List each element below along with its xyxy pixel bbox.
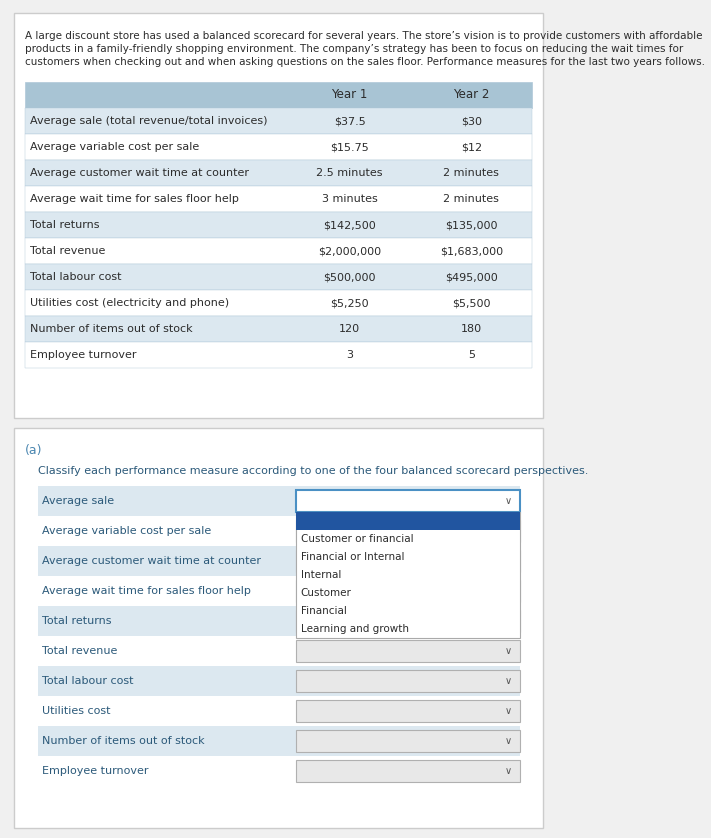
Text: A large discount store has used a balanced scorecard for several years. The stor: A large discount store has used a balanc… bbox=[25, 31, 702, 41]
Text: 3: 3 bbox=[346, 350, 353, 360]
Text: Utilities cost (electricity and phone): Utilities cost (electricity and phone) bbox=[30, 298, 229, 308]
Text: ∨: ∨ bbox=[505, 706, 512, 716]
FancyBboxPatch shape bbox=[38, 696, 520, 726]
Text: Customer or financial: Customer or financial bbox=[301, 534, 413, 544]
Text: ∨: ∨ bbox=[505, 736, 512, 746]
FancyBboxPatch shape bbox=[25, 134, 532, 160]
Text: Total labour cost: Total labour cost bbox=[30, 272, 122, 282]
FancyBboxPatch shape bbox=[296, 490, 520, 512]
Text: Utilities cost: Utilities cost bbox=[43, 706, 111, 716]
FancyBboxPatch shape bbox=[38, 576, 520, 606]
FancyBboxPatch shape bbox=[25, 160, 532, 186]
FancyBboxPatch shape bbox=[296, 550, 520, 572]
Text: Employee turnover: Employee turnover bbox=[43, 766, 149, 776]
FancyBboxPatch shape bbox=[38, 486, 520, 516]
Text: 3 minutes: 3 minutes bbox=[321, 194, 378, 204]
Text: Financial: Financial bbox=[301, 606, 347, 616]
Text: ∨: ∨ bbox=[505, 556, 512, 566]
Text: Average customer wait time at counter: Average customer wait time at counter bbox=[30, 168, 249, 178]
FancyBboxPatch shape bbox=[296, 610, 520, 632]
Text: $37.5: $37.5 bbox=[333, 116, 365, 126]
Text: products in a family-friendly shopping environment. The company’s strategy has b: products in a family-friendly shopping e… bbox=[25, 44, 683, 54]
Text: 2.5 minutes: 2.5 minutes bbox=[316, 168, 383, 178]
FancyBboxPatch shape bbox=[38, 516, 520, 546]
FancyBboxPatch shape bbox=[25, 290, 532, 316]
Text: $135,000: $135,000 bbox=[445, 220, 498, 230]
Text: Financial or Internal: Financial or Internal bbox=[301, 552, 405, 562]
Text: $12: $12 bbox=[461, 142, 482, 152]
Text: ∨: ∨ bbox=[505, 646, 512, 656]
FancyBboxPatch shape bbox=[25, 342, 532, 368]
FancyBboxPatch shape bbox=[25, 238, 532, 264]
Text: Total revenue: Total revenue bbox=[30, 246, 105, 256]
Text: Total returns: Total returns bbox=[43, 616, 112, 626]
Text: Year 2: Year 2 bbox=[453, 89, 489, 101]
Text: Average variable cost per sale: Average variable cost per sale bbox=[43, 526, 212, 536]
FancyBboxPatch shape bbox=[25, 108, 532, 134]
Text: $500,000: $500,000 bbox=[324, 272, 376, 282]
Text: Number of items out of stock: Number of items out of stock bbox=[30, 324, 193, 334]
Text: 2 minutes: 2 minutes bbox=[444, 194, 499, 204]
FancyBboxPatch shape bbox=[296, 670, 520, 692]
Text: $142,500: $142,500 bbox=[324, 220, 376, 230]
Text: ∨: ∨ bbox=[505, 616, 512, 626]
FancyBboxPatch shape bbox=[38, 666, 520, 696]
FancyBboxPatch shape bbox=[296, 730, 520, 752]
Text: ∨: ∨ bbox=[505, 676, 512, 686]
Text: Customer: Customer bbox=[301, 588, 352, 598]
FancyBboxPatch shape bbox=[296, 520, 520, 542]
Text: Average sale (total revenue/total invoices): Average sale (total revenue/total invoic… bbox=[30, 116, 267, 126]
Text: 120: 120 bbox=[339, 324, 360, 334]
FancyBboxPatch shape bbox=[38, 756, 520, 786]
FancyBboxPatch shape bbox=[296, 700, 520, 722]
Text: $495,000: $495,000 bbox=[445, 272, 498, 282]
Text: Average variable cost per sale: Average variable cost per sale bbox=[30, 142, 199, 152]
Text: ∨: ∨ bbox=[505, 586, 512, 596]
Text: Employee turnover: Employee turnover bbox=[30, 350, 137, 360]
FancyBboxPatch shape bbox=[25, 82, 532, 108]
Text: Average wait time for sales floor help: Average wait time for sales floor help bbox=[30, 194, 239, 204]
FancyBboxPatch shape bbox=[38, 726, 520, 756]
Text: customers when checking out and when asking questions on the sales floor. Perfor: customers when checking out and when ask… bbox=[25, 57, 705, 67]
Text: ∨: ∨ bbox=[505, 766, 512, 776]
Text: $15.75: $15.75 bbox=[330, 142, 369, 152]
FancyBboxPatch shape bbox=[38, 546, 520, 576]
Text: $1,683,000: $1,683,000 bbox=[439, 246, 503, 256]
FancyBboxPatch shape bbox=[38, 636, 520, 666]
Text: $5,250: $5,250 bbox=[331, 298, 369, 308]
Text: Average customer wait time at counter: Average customer wait time at counter bbox=[43, 556, 262, 566]
Text: 2 minutes: 2 minutes bbox=[444, 168, 499, 178]
FancyBboxPatch shape bbox=[296, 640, 520, 662]
Text: Learning and growth: Learning and growth bbox=[301, 624, 409, 634]
FancyBboxPatch shape bbox=[14, 428, 543, 828]
Text: ∨: ∨ bbox=[505, 496, 512, 506]
FancyBboxPatch shape bbox=[296, 512, 520, 530]
Text: (a): (a) bbox=[25, 444, 43, 457]
Text: Number of items out of stock: Number of items out of stock bbox=[43, 736, 205, 746]
Text: Average wait time for sales floor help: Average wait time for sales floor help bbox=[43, 586, 251, 596]
FancyBboxPatch shape bbox=[14, 13, 543, 418]
FancyBboxPatch shape bbox=[25, 186, 532, 212]
Text: Total revenue: Total revenue bbox=[43, 646, 118, 656]
Text: $30: $30 bbox=[461, 116, 482, 126]
Text: ∨: ∨ bbox=[505, 526, 512, 536]
Text: Average sale: Average sale bbox=[43, 496, 114, 506]
FancyBboxPatch shape bbox=[296, 512, 520, 638]
Text: 5: 5 bbox=[468, 350, 475, 360]
FancyBboxPatch shape bbox=[296, 580, 520, 602]
FancyBboxPatch shape bbox=[25, 316, 532, 342]
FancyBboxPatch shape bbox=[25, 212, 532, 238]
FancyBboxPatch shape bbox=[25, 264, 532, 290]
FancyBboxPatch shape bbox=[296, 760, 520, 782]
Text: 180: 180 bbox=[461, 324, 482, 334]
Text: Year 1: Year 1 bbox=[331, 89, 368, 101]
Text: Total labour cost: Total labour cost bbox=[43, 676, 134, 686]
Text: $2,000,000: $2,000,000 bbox=[318, 246, 381, 256]
Text: Classify each performance measure according to one of the four balanced scorecar: Classify each performance measure accord… bbox=[38, 466, 588, 476]
Text: $5,500: $5,500 bbox=[452, 298, 491, 308]
Text: Internal: Internal bbox=[301, 570, 341, 580]
Text: Total returns: Total returns bbox=[30, 220, 100, 230]
FancyBboxPatch shape bbox=[38, 606, 520, 636]
